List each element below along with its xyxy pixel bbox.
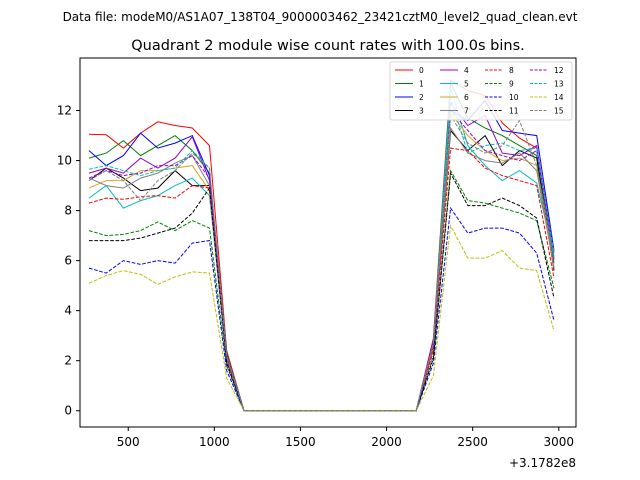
- legend-label-9: 9: [509, 80, 514, 89]
- legend-label-13: 13: [554, 80, 564, 89]
- plot-area: [88, 79, 555, 412]
- plot-frame: [79, 57, 577, 428]
- y-tick-label: 6: [64, 254, 72, 268]
- legend-label-15: 15: [554, 107, 564, 116]
- legend-label-6: 6: [464, 93, 469, 102]
- x-offset-label: +3.1782e8: [509, 456, 576, 470]
- y-tick-label: 2: [64, 354, 72, 368]
- legend-label-10: 10: [509, 93, 519, 102]
- legend-label-7: 7: [464, 107, 469, 116]
- y-tick-label: 4: [64, 304, 72, 318]
- y-tick-label: 12: [57, 104, 72, 118]
- suptitle: Data file: modeM0/AS1A07_138T04_90000034…: [63, 10, 578, 24]
- x-tick-label: 3000: [544, 435, 575, 449]
- y-tick-label: 0: [64, 404, 72, 418]
- legend-label-11: 11: [509, 107, 519, 116]
- legend-label-4: 4: [464, 66, 469, 75]
- y-tick-label: 10: [57, 154, 72, 168]
- legend-label-5: 5: [464, 80, 469, 89]
- x-tick-label: 1000: [199, 435, 230, 449]
- x-tick-label: 2500: [457, 435, 488, 449]
- y-axis: 0 2 4 6 8 10 12: [57, 104, 80, 418]
- legend-box: [389, 61, 573, 121]
- x-tick-label: 500: [117, 435, 140, 449]
- legend-label-12: 12: [554, 66, 564, 75]
- y-tick-label: 8: [64, 204, 72, 218]
- legend-label-0: 0: [419, 66, 424, 75]
- chart-title: Quadrant 2 module wise count rates with …: [131, 38, 525, 54]
- legend-label-14: 14: [554, 93, 564, 102]
- x-tick-label: 2000: [371, 435, 402, 449]
- x-tick-label: 1500: [285, 435, 316, 449]
- series-line-15: [88, 113, 555, 412]
- legend-label-8: 8: [509, 66, 514, 75]
- legend-label-1: 1: [419, 80, 424, 89]
- series-line-14: [88, 223, 555, 412]
- x-axis: 500 1000 1500 2000 2500 3000: [117, 427, 574, 449]
- legend-label-3: 3: [419, 107, 424, 116]
- legend-label-2: 2: [419, 93, 424, 102]
